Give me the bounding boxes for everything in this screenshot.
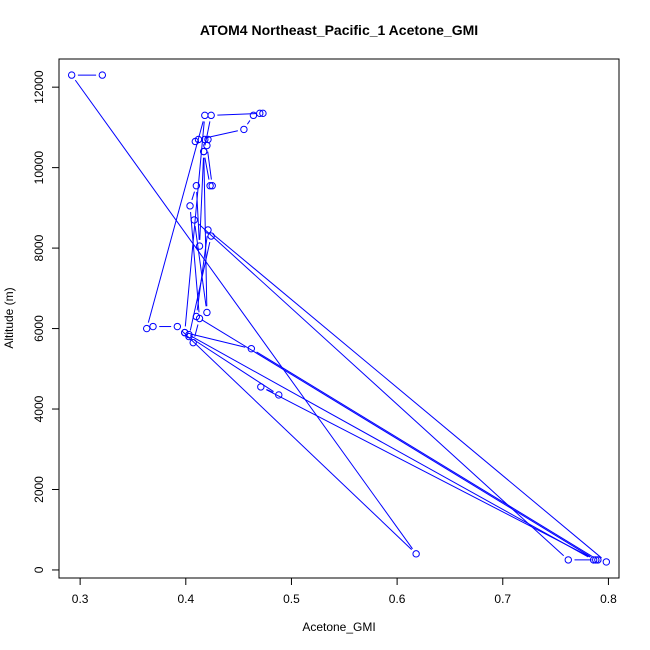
chart-title: ATOM4 Northeast_Pacific_1 Acetone_GMI (200, 22, 478, 38)
series-line-segment (147, 121, 204, 323)
data-point (207, 111, 215, 120)
data-point (247, 344, 256, 353)
data-point (192, 312, 201, 321)
x-axis-title: Acetone_GMI (302, 620, 375, 634)
series-line-segment (191, 191, 195, 201)
data-point (189, 338, 197, 347)
data-point (192, 182, 201, 190)
data-point (67, 71, 76, 79)
series-line-segment (204, 157, 210, 180)
data-point (208, 182, 216, 190)
y-tick-label: 8000 (32, 234, 46, 261)
data-point (195, 242, 204, 250)
data-point (240, 125, 248, 134)
data-point (203, 308, 211, 317)
series-lines (74, 74, 602, 562)
series-line-segment (194, 324, 199, 337)
series-line-segment (212, 233, 602, 559)
data-point (149, 322, 157, 331)
series-line-segment (74, 79, 413, 550)
data-point (412, 550, 420, 558)
series-line-segment (201, 319, 591, 558)
series-line-segment (196, 191, 200, 240)
data-point (249, 111, 258, 120)
y-tick-label: 0 (32, 566, 46, 573)
x-tick-label: 0.8 (600, 592, 617, 606)
y-tick-label: 4000 (32, 395, 46, 422)
data-point (186, 202, 194, 210)
x-tick-label: 0.7 (494, 592, 511, 606)
data-point (275, 391, 283, 399)
data-point (200, 147, 208, 156)
y-tick-label: 12000 (32, 70, 46, 104)
y-tick-label: 10000 (32, 151, 46, 185)
series-line-segment (246, 120, 251, 125)
data-point (190, 216, 198, 224)
y-axis-title: Altitude (m) (2, 287, 16, 348)
data-point (594, 556, 602, 564)
series-line-segment (193, 339, 274, 392)
data-point (589, 556, 598, 564)
x-tick-label: 0.6 (389, 592, 406, 606)
series-line-segment (189, 335, 589, 558)
data-point (181, 328, 189, 337)
data-point (204, 226, 212, 234)
series-line-segment (184, 121, 205, 327)
series-line-segment (266, 388, 274, 393)
x-tick-label: 0.3 (72, 592, 89, 606)
data-point (592, 556, 600, 564)
data-point (98, 71, 107, 79)
series-line-segment (266, 389, 591, 558)
data-point (207, 232, 215, 240)
data-point (564, 556, 572, 564)
data-point (173, 322, 182, 331)
data-point (257, 383, 265, 391)
y-tick-label: 6000 (32, 315, 46, 342)
data-point (194, 135, 203, 144)
series-line-segment (181, 330, 412, 550)
data-point (204, 135, 212, 144)
data-point (602, 558, 611, 566)
series-line-segment (198, 223, 565, 557)
data-point (256, 109, 264, 118)
data-point (185, 330, 193, 339)
data-point (206, 182, 214, 190)
x-tick-label: 0.5 (283, 592, 300, 606)
data-point (259, 109, 267, 118)
data-point (185, 332, 193, 341)
x-axis: 0.3 0.4 0.5 0.6 0.7 0.8 (72, 577, 617, 606)
y-axis: 0 2000 4000 6000 8000 10000 12000 (32, 70, 60, 573)
series-line-segment (190, 333, 246, 348)
series-line-segment (207, 151, 212, 180)
series-line-segment (256, 351, 593, 558)
y-tick-label: 2000 (32, 476, 46, 503)
series-points (67, 71, 611, 566)
x-tick-label: 0.4 (177, 592, 194, 606)
series-line-segment (194, 226, 207, 307)
series-line-segment (196, 236, 208, 311)
data-point (142, 324, 151, 333)
